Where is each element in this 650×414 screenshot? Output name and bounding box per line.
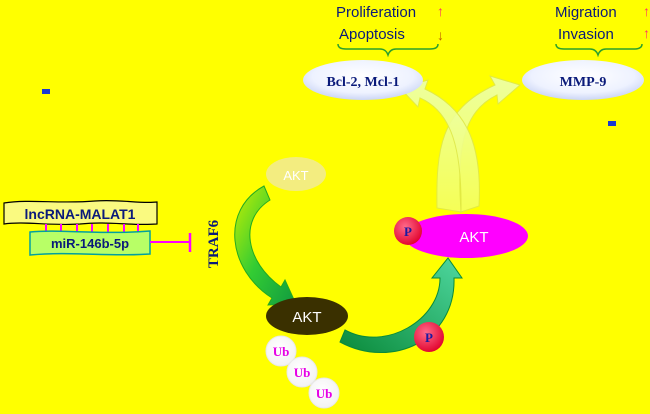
akt-faded-label: AKT — [283, 168, 308, 183]
mmp-node — [522, 60, 644, 100]
akt-active-label: AKT — [459, 229, 488, 246]
apoptosis-label: Apoptosis — [339, 26, 405, 43]
brace-left — [337, 43, 439, 58]
blue-mark-left — [42, 89, 50, 94]
migration-up-arrow: ↑ — [643, 3, 650, 19]
blue-mark-right — [608, 121, 616, 126]
invasion-up-arrow: ↑ — [643, 25, 650, 41]
phospho-badge-free — [414, 322, 444, 352]
mirna-label: miR-146b-5p — [51, 236, 129, 251]
proliferation-label: Proliferation — [336, 4, 416, 21]
akt-dark-node — [266, 297, 348, 335]
migration-label: Migration — [555, 4, 617, 21]
upward-double-arrow — [399, 75, 522, 213]
ub-circle-3 — [308, 377, 340, 409]
akt-faded-node — [266, 157, 326, 191]
ub-label-1: Ub — [273, 344, 290, 359]
brace-right — [555, 43, 643, 58]
akt-dark-label: AKT — [292, 309, 321, 326]
lncrna-label: lncRNA-MALAT1 — [25, 206, 136, 222]
mmp-label: MMP-9 — [560, 75, 607, 90]
ub-label-3: Ub — [316, 386, 333, 401]
bcl-node — [303, 60, 423, 100]
invasion-label: Invasion — [558, 26, 614, 43]
phospho-label-free: P — [425, 330, 433, 345]
ub-circle-2 — [286, 356, 318, 388]
ub-label-2: Ub — [294, 365, 311, 380]
mirna-box — [29, 230, 151, 256]
ubiquitination-arrow — [234, 185, 297, 306]
phospho-badge-active — [394, 217, 422, 245]
lncrna-box — [3, 199, 158, 226]
bcl-label: Bcl-2, Mcl-1 — [326, 75, 399, 90]
apoptosis-down-arrow: ↓ — [437, 27, 444, 43]
phospho-label-active: P — [404, 224, 412, 239]
akt-active-node — [404, 214, 528, 258]
proliferation-up-arrow: ↑ — [437, 3, 444, 19]
traf6-label: TRAF6 — [206, 219, 222, 268]
ub-circle-1 — [265, 335, 297, 367]
